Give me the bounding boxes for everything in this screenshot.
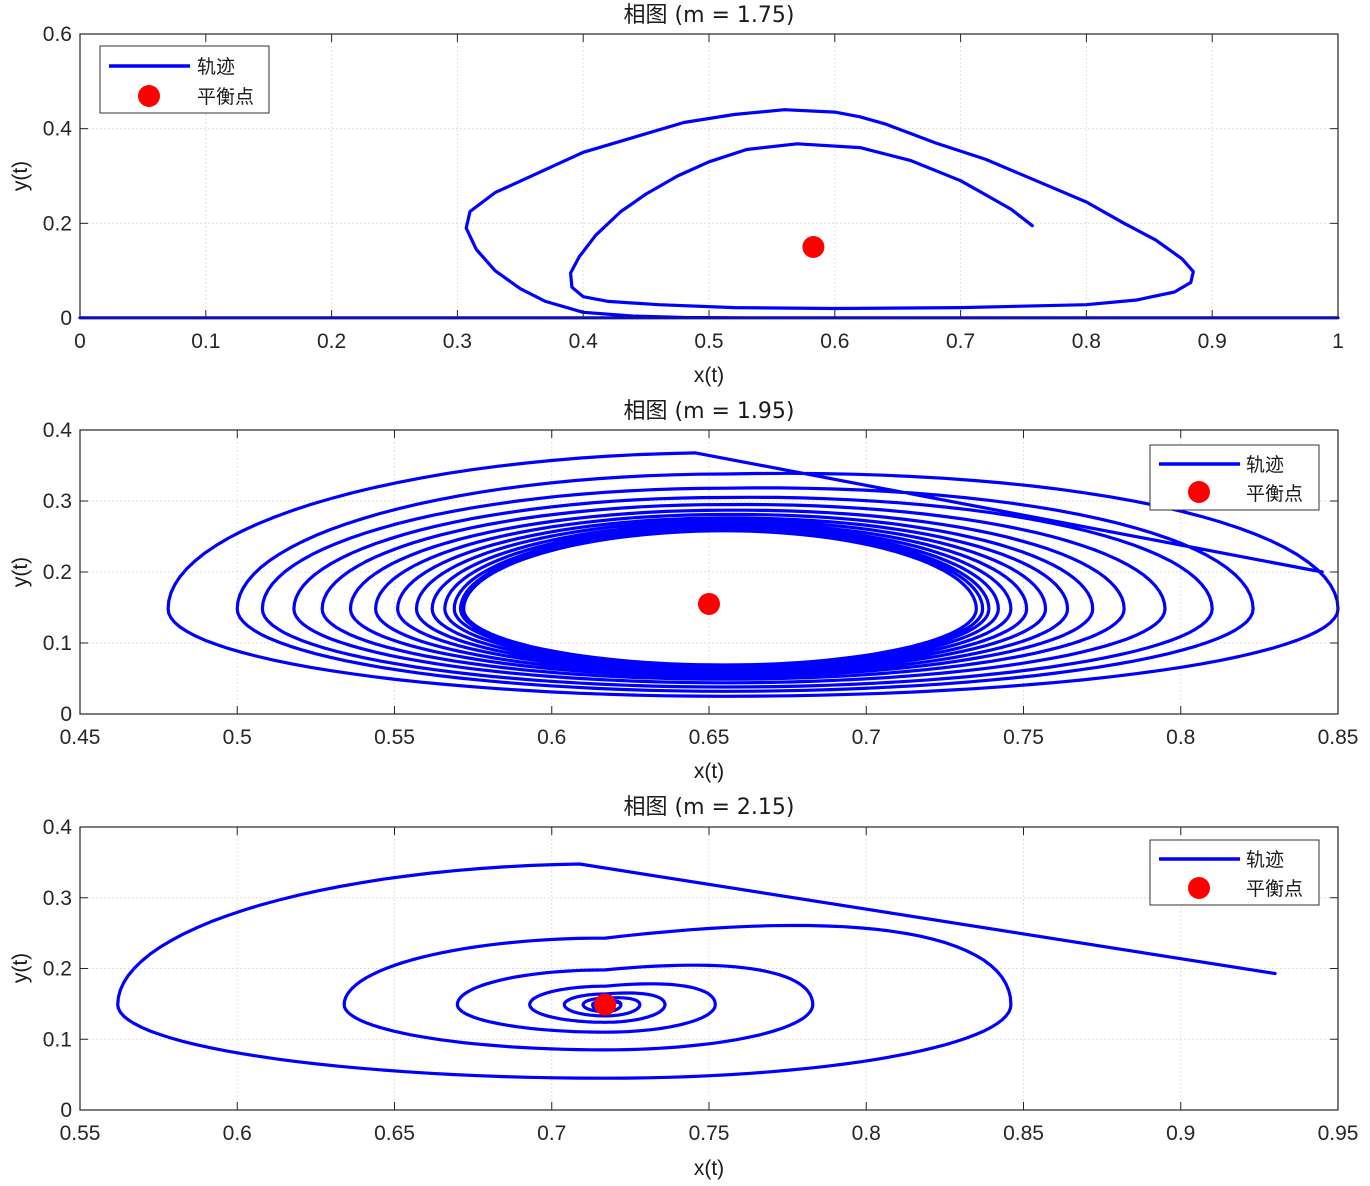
y-tick-label: 0.4: [43, 419, 73, 442]
y-tick-label: 0.2: [43, 958, 72, 981]
legend-entry-trajectory: 轨迹: [1246, 454, 1284, 476]
x-tick-label: 0.65: [689, 726, 730, 749]
y-axis-label: y(t): [9, 557, 32, 587]
y-axis-label: y(t): [9, 953, 32, 983]
legend[interactable]: 轨迹 平衡点: [1149, 839, 1320, 906]
y-tick-label: 0: [60, 1099, 72, 1122]
panel-m-2-15: 相图 (m = 2.15) 0.55 0.6 0.65 0.7 0.75 0.8 0.85 0…: [9, 795, 1358, 1180]
legend-box: [1149, 444, 1320, 511]
x-tick-label: 0.45: [60, 726, 101, 749]
x-tick-label: 0.2: [317, 330, 346, 353]
y-tick-label: 0.3: [43, 887, 72, 910]
x-tick-label: 0.95: [1318, 1122, 1359, 1145]
x-tick-label: 0.9: [1198, 330, 1227, 353]
panel-title: 相图 (m = 1.95): [624, 399, 795, 424]
x-tick-label: 0.7: [852, 726, 881, 749]
x-tick-label: 0.9: [1166, 1122, 1195, 1145]
legend-entry-equilibrium: 平衡点: [1246, 878, 1303, 900]
x-tick-label: 0.8: [1072, 330, 1101, 353]
legend-entry-equilibrium: 平衡点: [1246, 483, 1303, 505]
y-tick-label: 0.2: [43, 561, 72, 584]
x-axis-label: x(t): [694, 760, 724, 783]
x-tick-label: 0.4: [569, 330, 599, 353]
x-tick-label: 0.65: [374, 1122, 415, 1145]
legend-dot-marker: [1188, 877, 1210, 899]
x-tick-label: 0.6: [537, 726, 566, 749]
legend-box: [1149, 839, 1320, 906]
y-tick-label: 0.4: [43, 816, 73, 839]
legend-dot-marker: [1188, 481, 1210, 503]
equilibrium-point: [698, 592, 720, 615]
x-tick-label: 0.3: [443, 330, 472, 353]
x-tick-label: 0.55: [60, 1122, 101, 1145]
y-tick-label: 0.2: [43, 212, 72, 235]
equilibrium-point: [802, 236, 825, 258]
legend-box: [99, 45, 270, 114]
x-tick-label: 0.5: [694, 330, 723, 353]
x-tick-label: 0.85: [1318, 726, 1359, 749]
panel-m-1-75: 相图 (m = 1.75) 0 0.1 0.2 0.3 0.4 0.5 0.6 0.7 0.8 0…: [9, 3, 1344, 387]
x-tick-label: 0.7: [537, 1122, 566, 1145]
legend-entry-equilibrium: 平衡点: [197, 86, 254, 108]
x-tick-label: 0.1: [191, 330, 220, 353]
x-tick-label: 1: [1332, 330, 1344, 353]
x-tick-label: 0.8: [852, 1122, 881, 1145]
x-tick-label: 0.7: [946, 330, 975, 353]
equilibrium-point: [594, 993, 617, 1016]
y-tick-label: 0.3: [43, 490, 72, 513]
x-axis-label: x(t): [694, 1157, 724, 1180]
y-tick-label: 0.1: [43, 1028, 72, 1051]
y-tick-label: 0.1: [43, 632, 72, 655]
legend[interactable]: 轨迹 平衡点: [99, 45, 270, 114]
x-tick-label: 0.75: [1003, 726, 1044, 749]
x-tick-label: 0.85: [1003, 1122, 1044, 1145]
trajectory-line: [116, 862, 1277, 1080]
y-axis-label: y(t): [9, 161, 32, 191]
y-tick-label: 0.6: [43, 23, 72, 46]
trajectory-line: [166, 451, 1340, 698]
panel-m-1-95: 相图 (m = 1.95) 0.45 0.5 0.55 0.6 0.65 0.7 0.75 0…: [9, 399, 1358, 783]
y-tick-label: 0: [60, 703, 72, 726]
x-tick-label: 0.6: [820, 330, 849, 353]
y-tick-label: 0.4: [43, 118, 73, 141]
x-tick-label: 0.8: [1166, 726, 1195, 749]
x-tick-label: 0.6: [223, 1122, 252, 1145]
legend-entry-trajectory: 轨迹: [1246, 849, 1284, 871]
legend-dot-marker: [138, 85, 160, 107]
x-tick-label: 0.55: [374, 726, 415, 749]
legend[interactable]: 轨迹 平衡点: [1149, 444, 1320, 511]
x-axis-label: x(t): [694, 364, 724, 387]
x-tick-label: 0.5: [223, 726, 252, 749]
x-tick-label: 0: [74, 330, 86, 353]
panel-title: 相图 (m = 2.15): [624, 795, 795, 820]
y-tick-label: 0: [60, 307, 72, 330]
legend-entry-trajectory: 轨迹: [197, 56, 235, 78]
x-tick-label: 0.75: [689, 1122, 730, 1145]
panel-title: 相图 (m = 1.75): [624, 3, 795, 28]
